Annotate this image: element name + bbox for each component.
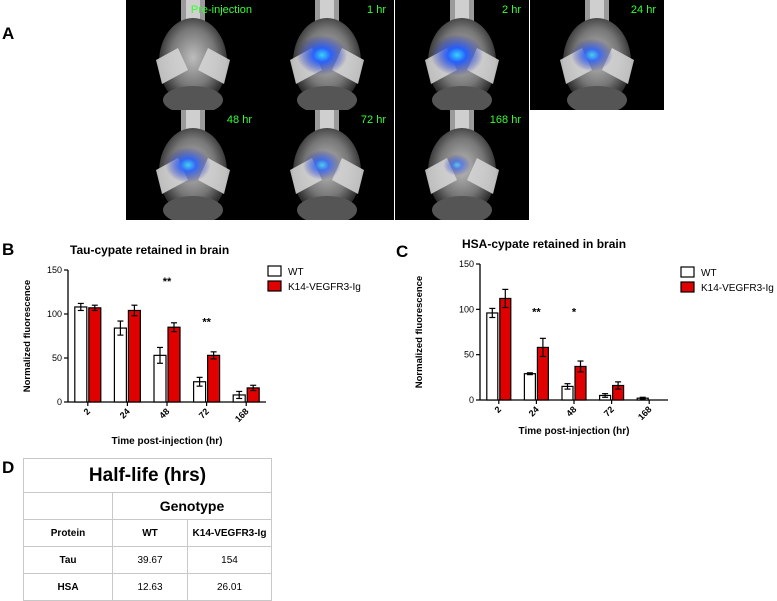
chart-title: HSA-cypate retained in brain bbox=[462, 237, 626, 251]
legend-swatch bbox=[267, 265, 282, 277]
mouse-image bbox=[290, 0, 364, 110]
header-k14: K14-VEGFR3-Ig bbox=[187, 519, 272, 547]
x-tick-label: 168 bbox=[636, 404, 654, 422]
panel-label-d: D bbox=[2, 458, 15, 477]
imaging-panel: Pre-injection bbox=[126, 0, 260, 110]
x-tick-label: 24 bbox=[118, 406, 132, 420]
fluorescence-signal bbox=[571, 38, 613, 72]
legend-swatch bbox=[680, 281, 695, 293]
table-title: Half-life (hrs) bbox=[23, 458, 272, 493]
fluorescence-signal bbox=[165, 147, 211, 183]
bar-wt bbox=[113, 327, 128, 403]
legend-label: K14-VEGFR3-Ig bbox=[701, 283, 774, 294]
significance-marker: ** bbox=[163, 276, 172, 288]
bar-wt bbox=[523, 373, 537, 401]
timepoint-label: 72 hr bbox=[360, 114, 386, 126]
bar-wt bbox=[74, 306, 88, 403]
bar-k14 bbox=[207, 354, 221, 403]
x-tick-label: 48 bbox=[564, 404, 578, 418]
timepoint-label: 48 hr bbox=[226, 114, 252, 126]
imaging-panel: 2 hr bbox=[395, 0, 529, 110]
legend-swatch bbox=[680, 266, 695, 278]
significance-marker: * bbox=[572, 307, 577, 319]
y-tick-label: 150 bbox=[459, 259, 474, 269]
hsa-chart: HSA-cypate retained in brain 0 50 100 150 Nor… bbox=[412, 236, 777, 446]
mouse-image bbox=[156, 0, 230, 110]
timepoint-label: 2 hr bbox=[502, 4, 521, 16]
panel-label-c: C bbox=[396, 242, 409, 261]
legend-label: WT bbox=[701, 268, 717, 279]
x-tick-label: 168 bbox=[233, 406, 251, 424]
bar-k14 bbox=[88, 307, 102, 403]
y-tick-label: 0 bbox=[57, 397, 62, 407]
header-wt: WT bbox=[112, 519, 188, 547]
x-tick-label: 24 bbox=[527, 404, 541, 418]
x-tick-label: 72 bbox=[197, 406, 211, 420]
fluorescence-signal bbox=[430, 34, 484, 76]
y-axis-label: Normalized fluorescence bbox=[22, 280, 33, 392]
y-tick-label: 50 bbox=[52, 353, 62, 363]
legend-label: K14-VEGFR3-Ig bbox=[288, 282, 361, 293]
y-tick-label: 50 bbox=[464, 350, 474, 360]
panel-label-a: A bbox=[2, 24, 15, 43]
significance-marker: ** bbox=[532, 307, 541, 319]
x-tick-label: 2 bbox=[82, 406, 93, 417]
row-protein: Tau bbox=[23, 546, 113, 574]
tau-chart-svg: Tau-cypate retained in brain 0 50 100 150 Nor… bbox=[22, 243, 361, 447]
imaging-panel: 72 hr bbox=[260, 110, 394, 220]
x-tick-label: 48 bbox=[157, 406, 171, 420]
y-tick-label: 0 bbox=[469, 395, 474, 405]
imaging-panel: 24 hr bbox=[530, 0, 664, 110]
row-wt-value: 39.67 bbox=[112, 546, 188, 574]
row-k14-value: 26.01 bbox=[187, 573, 272, 601]
row-protein: HSA bbox=[23, 573, 113, 601]
mouse-image bbox=[425, 110, 499, 220]
row-wt-value: 12.63 bbox=[112, 573, 188, 601]
half-life-table: Half-life (hrs) Genotype Protein WT K14-… bbox=[23, 458, 272, 601]
table-row: Tau 39.67 154 bbox=[23, 546, 272, 574]
bar-wt bbox=[486, 312, 499, 401]
header-protein: Protein bbox=[23, 519, 113, 547]
timepoint-label: Pre-injection bbox=[190, 4, 252, 16]
mouse-image bbox=[560, 0, 634, 110]
imaging-panel: 48 hr bbox=[126, 110, 260, 220]
fluorescence-signal bbox=[443, 154, 471, 176]
row-k14-value: 154 bbox=[187, 546, 272, 574]
panel-label-b: B bbox=[2, 240, 15, 259]
bar-k14 bbox=[127, 309, 142, 403]
imaging-panel: 1 hr bbox=[260, 0, 394, 110]
timepoint-label: 1 hr bbox=[367, 4, 386, 16]
fluorescence-signal bbox=[303, 150, 341, 180]
table-row: HSA 12.63 26.01 bbox=[23, 573, 272, 601]
legend-swatch bbox=[267, 280, 282, 292]
y-axis-label: Normalized fluorescence bbox=[414, 276, 425, 388]
genotype-header: Genotype bbox=[112, 492, 272, 520]
x-axis-label: Time post-injection (hr) bbox=[112, 436, 223, 446]
y-tick-label: 150 bbox=[47, 265, 62, 275]
chart-title: Tau-cypate retained in brain bbox=[70, 243, 229, 257]
table-empty-cell bbox=[23, 492, 113, 520]
x-axis-label: Time post-injection (hr) bbox=[519, 426, 630, 437]
bar-k14 bbox=[167, 326, 181, 403]
y-tick-label: 100 bbox=[459, 304, 474, 314]
legend-label: WT bbox=[288, 267, 304, 278]
x-tick-label: 2 bbox=[493, 404, 504, 415]
mouse-image bbox=[290, 110, 364, 220]
bar-k14 bbox=[499, 297, 512, 401]
mouse-image bbox=[425, 0, 499, 110]
hsa-chart-svg: HSA-cypate retained in brain 0 50 100 150 Nor… bbox=[414, 237, 774, 437]
x-tick-label: 72 bbox=[602, 404, 616, 418]
significance-marker: ** bbox=[202, 316, 211, 328]
mouse-image bbox=[156, 110, 230, 220]
timepoint-label: 168 hr bbox=[489, 114, 521, 126]
timepoint-label: 24 hr bbox=[630, 4, 656, 16]
y-tick-label: 100 bbox=[47, 309, 62, 319]
tau-chart: Tau-cypate retained in brain 0 50 100 150 Nor… bbox=[20, 236, 390, 447]
imaging-panel: 168 hr bbox=[395, 110, 529, 220]
fluorescence-signal bbox=[296, 35, 348, 75]
